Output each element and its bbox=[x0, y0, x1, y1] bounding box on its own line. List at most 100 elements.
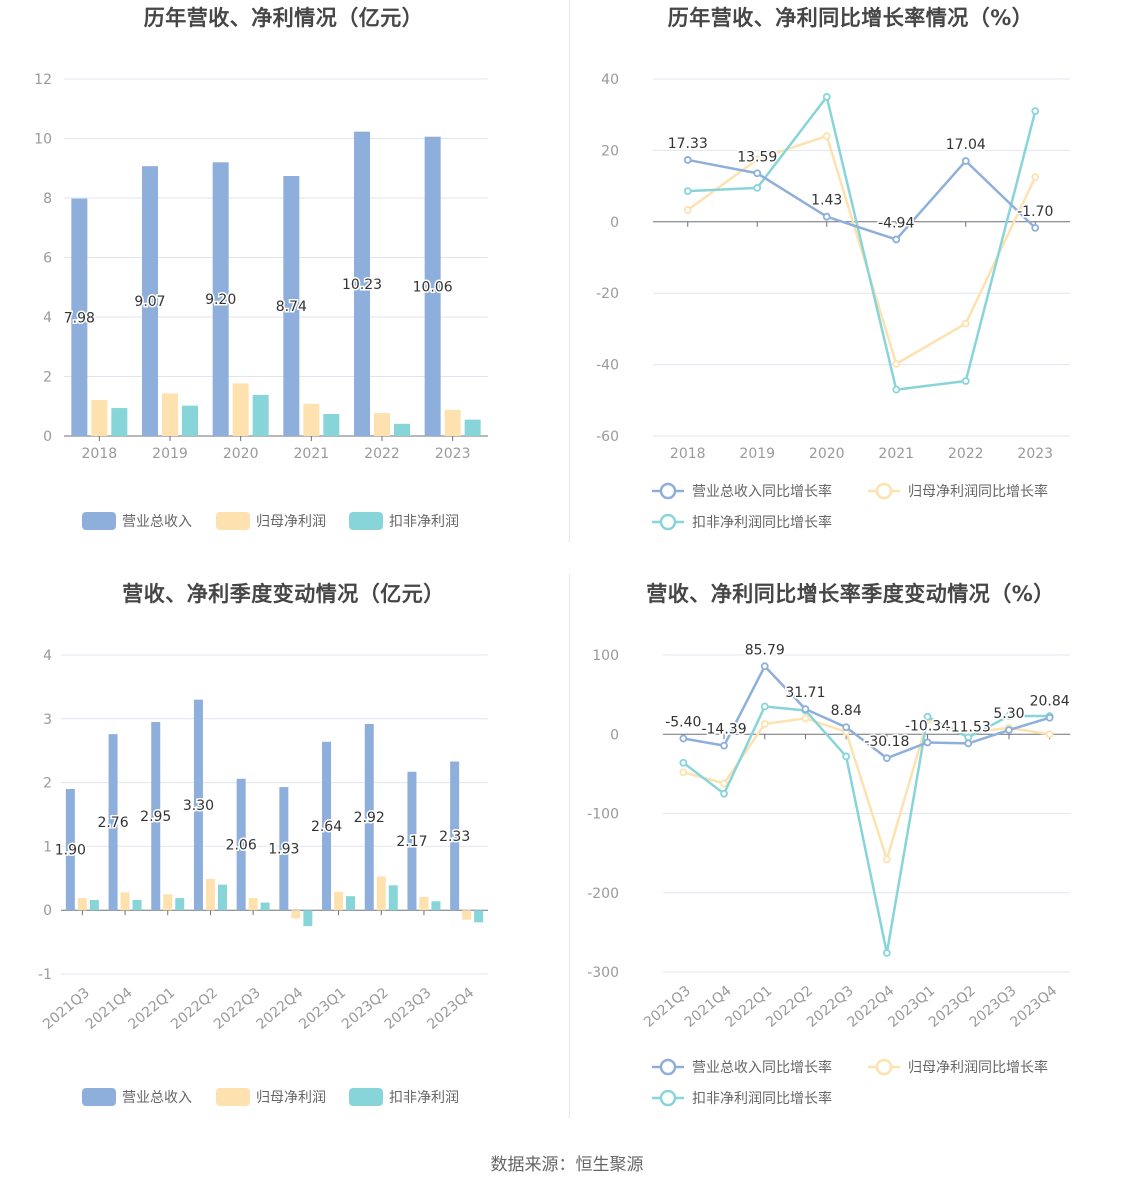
bar bbox=[120, 892, 130, 911]
y-tick-label: 2 bbox=[43, 370, 52, 386]
divider-top bbox=[569, 0, 570, 542]
legend-label: 归母净利润 bbox=[256, 1089, 326, 1106]
bar-value-label: 2.76 bbox=[97, 815, 128, 831]
point-value-label: 20.84 bbox=[1030, 694, 1070, 710]
annual-growth-chart: -60 -40 -20 0 20 40 2018 2019 2020 2021 2022 2023 17… bbox=[596, 72, 1070, 531]
legend-label: 扣非净利润 bbox=[389, 1090, 459, 1106]
legend-marker bbox=[875, 482, 893, 500]
series-point bbox=[961, 157, 970, 165]
point-value-label: -10.34 bbox=[905, 718, 950, 734]
x-tick-label: 2023Q4 bbox=[424, 985, 477, 1033]
bar bbox=[419, 896, 429, 911]
annual-bar-chart: 0 2 4 6 8 10 12 2018 2019 2020 2021 2022 2023 7.98 9.0… bbox=[34, 72, 488, 530]
quarter-bar-title: 营收、净利季度变动情况（亿元） bbox=[122, 582, 445, 606]
x-tick-label: 2023Q2 bbox=[339, 985, 392, 1033]
bar-value-label: 2.33 bbox=[439, 829, 470, 845]
bar bbox=[252, 394, 269, 436]
bar bbox=[346, 896, 356, 911]
bar bbox=[303, 403, 320, 436]
y-tick-label: 4 bbox=[43, 310, 52, 326]
bar-value-label: 8.74 bbox=[276, 299, 307, 315]
bar bbox=[444, 409, 461, 436]
bar bbox=[162, 393, 178, 436]
series-point bbox=[1045, 713, 1054, 722]
bar-value-label: 10.23 bbox=[342, 277, 382, 293]
legend-label: 营业总收入同比增长率 bbox=[692, 1059, 832, 1076]
series-point bbox=[679, 758, 688, 767]
series-point bbox=[753, 183, 762, 192]
series-point bbox=[923, 738, 932, 747]
quarter-growth-title: 营收、净利同比增长率季度变动情况（%） bbox=[646, 582, 1055, 606]
bar bbox=[89, 899, 99, 911]
legend-marker bbox=[659, 1089, 677, 1107]
series-point bbox=[1005, 712, 1013, 720]
series-point bbox=[961, 319, 970, 328]
x-tick-label: 2021Q4 bbox=[83, 985, 136, 1033]
bar-value-label: 9.20 bbox=[205, 292, 236, 308]
bar bbox=[450, 761, 460, 911]
y-tick-label: -1 bbox=[38, 967, 52, 983]
y-tick-label: 2 bbox=[43, 776, 52, 792]
legend-label: 营业总收入 bbox=[122, 514, 192, 530]
y-tick-label: -20 bbox=[596, 286, 619, 302]
point-value-label: -5.40 bbox=[665, 715, 701, 731]
x-tick-label: 2023 bbox=[435, 446, 471, 462]
bar bbox=[291, 910, 301, 919]
series-point bbox=[1045, 730, 1054, 739]
point-value-label: 1.43 bbox=[811, 193, 842, 209]
y-tick-label: 100 bbox=[592, 648, 619, 664]
series-point bbox=[964, 739, 973, 748]
bar bbox=[407, 771, 417, 911]
y-tick-label: 0 bbox=[43, 903, 52, 919]
point-value-label: 17.33 bbox=[668, 136, 708, 152]
y-tick-label: -100 bbox=[587, 807, 619, 823]
bar bbox=[132, 899, 142, 911]
bar bbox=[424, 136, 441, 436]
legend-label: 扣非净利润 bbox=[389, 514, 459, 530]
legend-swatch bbox=[82, 512, 116, 530]
x-tick-label: 2020 bbox=[223, 446, 259, 462]
legend-label: 营业总收入同比增长率 bbox=[692, 483, 832, 500]
series-point bbox=[961, 377, 970, 385]
y-tick-label: 3 bbox=[43, 712, 52, 728]
point-value-label: 17.04 bbox=[946, 137, 986, 153]
point-value-label: 5.30 bbox=[993, 706, 1024, 722]
series-point bbox=[753, 155, 762, 164]
bar bbox=[217, 884, 227, 911]
bar bbox=[236, 778, 246, 911]
bar bbox=[334, 891, 344, 911]
bar bbox=[474, 910, 484, 923]
series-point bbox=[1005, 726, 1013, 734]
bar bbox=[182, 405, 198, 436]
x-tick-label: 2022Q2 bbox=[168, 985, 221, 1033]
point-value-label: -30.18 bbox=[864, 734, 909, 750]
x-tick-label: 2022Q3 bbox=[211, 985, 264, 1033]
series-point bbox=[760, 662, 769, 671]
series-point bbox=[679, 734, 688, 743]
y-tick-label: 12 bbox=[34, 72, 52, 88]
annual-growth-title: 历年营收、净利同比增长率情况（%） bbox=[667, 6, 1034, 30]
series-line bbox=[683, 717, 1050, 861]
legend-marker bbox=[659, 513, 677, 531]
bar bbox=[232, 383, 249, 436]
legend-label: 扣非净利润同比增长率 bbox=[692, 514, 832, 531]
bar bbox=[175, 898, 185, 911]
bar bbox=[376, 876, 386, 911]
series-point bbox=[882, 754, 891, 763]
annual-growth-panel: 历年营收、净利同比增长率情况（%） -60 -40 -20 0 20 40 2018 2019… bbox=[567, 0, 1134, 576]
bar-value-label: 1.93 bbox=[268, 842, 299, 858]
x-tick-label: 2022Q1 bbox=[125, 985, 178, 1033]
point-value-label: 31.71 bbox=[785, 685, 825, 701]
quarter-growth-chart: -300-200-10001002021Q32021Q42022Q12022Q2… bbox=[587, 641, 1071, 1107]
point-value-label: -4.94 bbox=[878, 215, 914, 231]
y-tick-label: 20 bbox=[601, 143, 619, 159]
x-tick-label: 2022Q4 bbox=[254, 985, 307, 1033]
bar bbox=[212, 162, 229, 437]
bar bbox=[323, 413, 340, 436]
annual-bar-panel: 历年营收、净利情况（亿元） 0 2 4 6 8 10 12 2018 2019 2020 2021 2… bbox=[0, 0, 567, 576]
x-tick-label: 2023Q4 bbox=[1007, 983, 1060, 1031]
bar bbox=[77, 898, 87, 911]
series-point bbox=[892, 359, 901, 368]
legend-swatch bbox=[216, 512, 250, 530]
x-tick-label: 2023Q3 bbox=[382, 985, 435, 1033]
